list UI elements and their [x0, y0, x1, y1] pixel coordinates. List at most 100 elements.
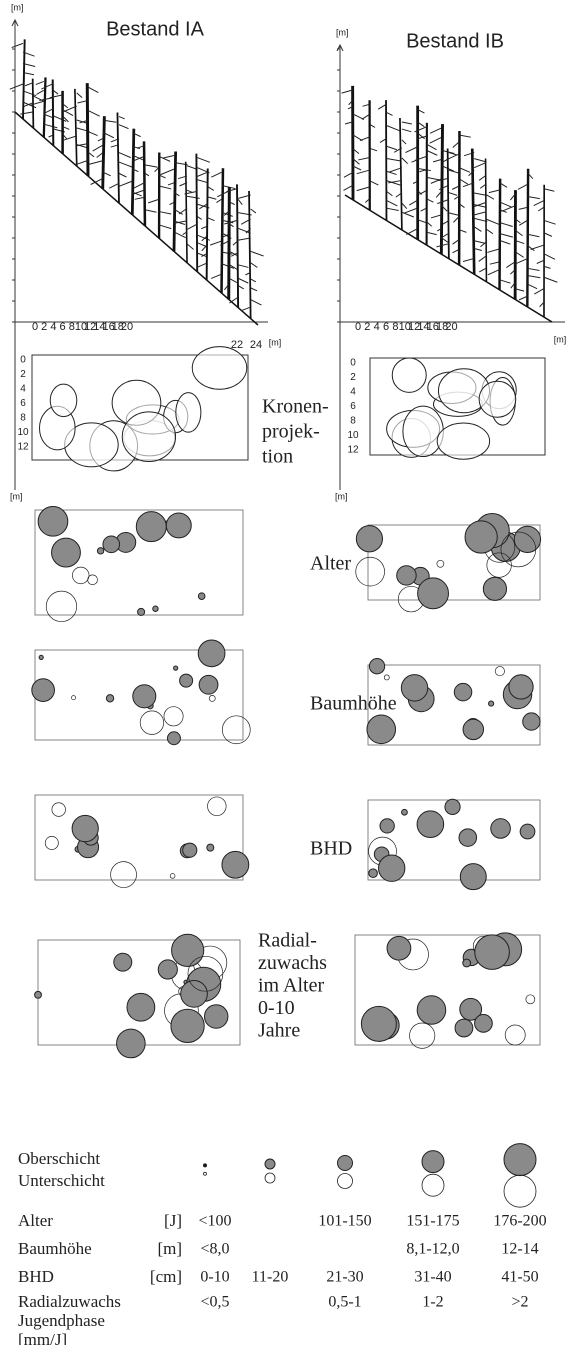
tree-branch [527, 274, 541, 279]
tree-branch [487, 248, 500, 253]
tree-branch [408, 199, 418, 206]
legend-unit: [J] [164, 1211, 182, 1230]
tree-branch [386, 111, 393, 116]
tree-branch [77, 159, 89, 165]
tree-branch [401, 121, 412, 125]
tree-branch [419, 169, 427, 173]
legend-cell: 0-10 [200, 1269, 229, 1286]
tree-branch [92, 144, 103, 152]
x-tick-label: 16 [102, 321, 114, 333]
tree-branch [96, 152, 104, 158]
tree-branch [79, 119, 89, 124]
tree-branch [369, 147, 378, 152]
tree-branch [9, 83, 24, 90]
tree-branch [87, 151, 95, 158]
tree-branch [177, 175, 188, 180]
tree-branch [186, 195, 200, 199]
tree-branch [102, 119, 117, 123]
tree-branch [369, 180, 379, 186]
tree-branch [348, 99, 354, 106]
tree-branch [446, 153, 460, 161]
tree-branch [352, 113, 365, 120]
tree-branch [76, 143, 89, 147]
crown-projection [402, 405, 444, 458]
legend-row-label: Radialzuwachs [18, 1292, 121, 1311]
tree-branch [414, 126, 427, 133]
tree-branch [197, 157, 211, 163]
tree-trunk [184, 161, 188, 263]
tree-branch [173, 192, 180, 197]
tree-branch [515, 258, 528, 265]
tree-branch [452, 239, 460, 245]
tree-upper [459, 997, 483, 1021]
tree-trunk [172, 151, 178, 252]
tree-upper [96, 547, 105, 555]
tree-branch [388, 179, 402, 184]
tree-branch [479, 183, 487, 189]
tree-branch [196, 216, 202, 220]
tree-branch [223, 210, 230, 216]
tree-branch [228, 277, 238, 283]
tree-branch [224, 219, 239, 225]
tree-branch [414, 155, 427, 161]
tree-trunk [130, 128, 136, 215]
tree-branch [499, 182, 508, 188]
tree-branch [62, 126, 70, 130]
tree-upper [519, 823, 536, 840]
tree-branch [245, 272, 251, 276]
tree-branch [102, 131, 115, 139]
tree-branch [22, 72, 35, 76]
tree-upper [459, 863, 487, 891]
tree-branch [514, 239, 525, 245]
tree-branch [201, 235, 207, 242]
tree-upper [453, 682, 473, 702]
tree-branch [132, 145, 141, 150]
tree-upper [221, 850, 250, 879]
tree-branch [206, 196, 217, 200]
tree-branch [543, 232, 553, 237]
tree-upper [203, 1004, 229, 1029]
tree-lower [525, 994, 536, 1005]
panel-frame [354, 934, 541, 1046]
crown-projection [391, 357, 427, 393]
tree-upper [417, 577, 450, 610]
tree-branch [386, 158, 401, 162]
tree-branch [543, 188, 555, 192]
crown-projection [191, 346, 248, 390]
map-y-tick-label: 2 [350, 372, 356, 383]
tree-branch [401, 157, 409, 165]
tree-upper [368, 868, 378, 878]
tree-upper [513, 525, 542, 554]
tree-branch [87, 131, 98, 137]
tree-branch [237, 285, 244, 290]
tree-branch [231, 252, 239, 257]
tree-branch [468, 169, 475, 177]
x-tick-label: 8 [69, 321, 75, 333]
tree-upper [360, 1005, 397, 1042]
tree-branch [148, 198, 160, 204]
legend-layer: Unterschicht [18, 1171, 105, 1190]
tree-branch [352, 158, 360, 165]
tree-branch [24, 82, 34, 87]
x-axis-unit: [m] [554, 334, 567, 344]
tree-branch [162, 155, 175, 159]
tree-upper [182, 842, 198, 858]
tree-lower [207, 796, 227, 816]
tree-upper [474, 1014, 493, 1033]
tree-branch [63, 135, 77, 141]
tree-branch [417, 167, 431, 172]
legend-lower [503, 1174, 537, 1208]
tree-branch [197, 242, 206, 247]
tree-upper [37, 506, 69, 537]
x-tick-label: 20 [445, 321, 457, 333]
tree-branch [356, 169, 370, 175]
tree-branch [458, 203, 465, 208]
tree-branch [131, 189, 146, 196]
tree-branch [472, 211, 487, 216]
map-y-tick-label: 2 [20, 369, 26, 380]
tree-trunk [85, 83, 90, 176]
tree-branch [109, 182, 120, 189]
tree-upper [482, 576, 508, 601]
tree-branch [347, 106, 354, 110]
